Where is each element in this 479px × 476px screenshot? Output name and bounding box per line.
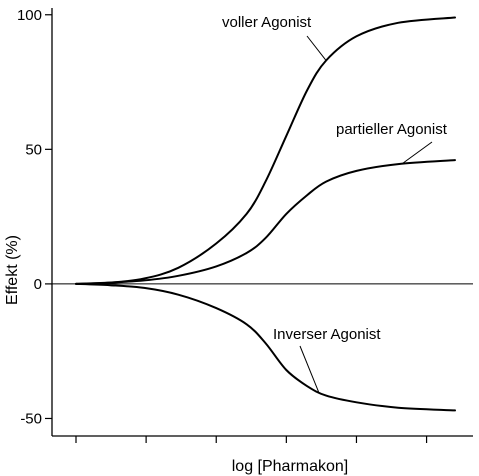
y-axis: 100 50 0 -50 [17, 7, 53, 436]
inverse-agonist-label: Inverser Agonist [273, 326, 381, 343]
y-tick-label: -50 [20, 410, 42, 427]
y-tick-label: 100 [17, 7, 42, 24]
inverse-agonist-curve [75, 282, 456, 412]
y-ticks: 100 50 0 -50 [17, 7, 52, 427]
leader-line [299, 345, 320, 393]
partial-agonist-label: partieller Agonist [336, 121, 448, 138]
leader-line [401, 141, 433, 165]
leader-line [306, 35, 327, 61]
y-tick-label: 50 [25, 141, 42, 158]
partial-agonist-curve [75, 159, 456, 285]
curve-annotations: voller Agonist partieller Agonist Inverser… [222, 14, 448, 393]
full-agonist-curve [75, 16, 456, 285]
x-ticks [75, 436, 428, 443]
full-agonist-label: voller Agonist [222, 14, 312, 31]
x-axis [52, 435, 473, 443]
y-tick-label: 0 [34, 276, 42, 293]
curves [75, 16, 456, 412]
x-axis-label: log [Pharmakon] [232, 458, 349, 475]
y-axis-label: Effekt (%) [4, 235, 21, 305]
